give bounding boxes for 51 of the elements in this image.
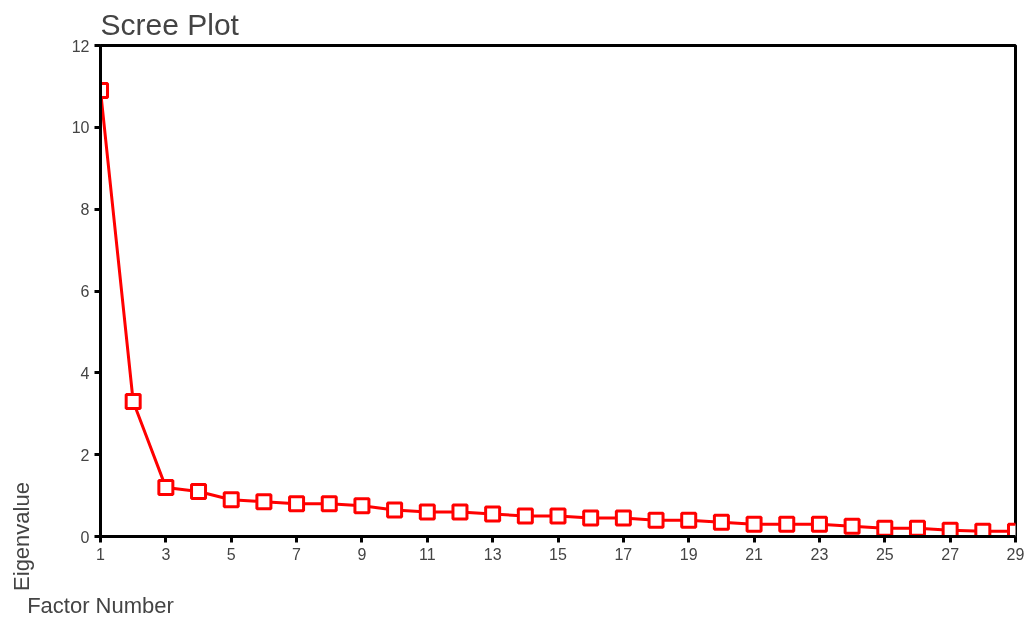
x-tick-label: 7	[292, 545, 302, 563]
point	[745, 515, 763, 533]
y-tick-label: 6	[80, 283, 90, 300]
point	[843, 517, 861, 535]
point	[516, 507, 534, 525]
point	[908, 519, 926, 537]
point	[451, 503, 469, 521]
point	[386, 501, 404, 519]
point	[941, 521, 959, 537]
point	[418, 503, 436, 521]
x-tick-label: 17	[614, 545, 633, 563]
x-axis-title: Factor Number	[27, 592, 174, 618]
point	[353, 497, 371, 515]
x-tick-label: 5	[226, 545, 236, 563]
point	[157, 478, 175, 496]
point	[484, 505, 502, 523]
point	[582, 509, 600, 527]
point	[190, 482, 208, 500]
x-tick-label: 3	[161, 545, 171, 563]
y-tick-label: 10	[71, 119, 90, 137]
point	[288, 495, 306, 513]
y-tick-label: 4	[80, 364, 90, 382]
x-tick-label: 27	[941, 545, 960, 563]
point	[124, 392, 142, 410]
point	[810, 515, 828, 533]
y-axis-title: Eigenvalue	[8, 482, 34, 591]
point	[778, 515, 796, 533]
x-tick-label: 29	[1006, 545, 1025, 563]
x-tick-label: 15	[549, 545, 567, 563]
point	[320, 495, 338, 513]
x-tick-label: 21	[745, 545, 764, 563]
point	[549, 507, 567, 525]
x-tick-label: 9	[357, 545, 367, 563]
point	[680, 511, 698, 529]
x-tick-label: 23	[810, 545, 829, 563]
y-tick-label: 0	[80, 528, 90, 546]
point	[255, 493, 273, 511]
x-tick-label: 13	[483, 545, 502, 563]
y-tick-label: 8	[80, 201, 90, 219]
point	[876, 519, 894, 537]
y-tick-label: 12	[71, 37, 90, 55]
point	[222, 491, 240, 509]
x-tick-label: 25	[875, 545, 894, 563]
x-tick-label: 11	[418, 545, 436, 563]
point	[647, 511, 665, 529]
y-tick-label: 2	[80, 446, 90, 464]
point	[712, 513, 730, 531]
chart-title: Scree Plot	[100, 7, 240, 41]
x-tick-label: 1	[96, 545, 106, 563]
x-tick-label: 19	[679, 545, 698, 563]
point	[614, 509, 632, 527]
